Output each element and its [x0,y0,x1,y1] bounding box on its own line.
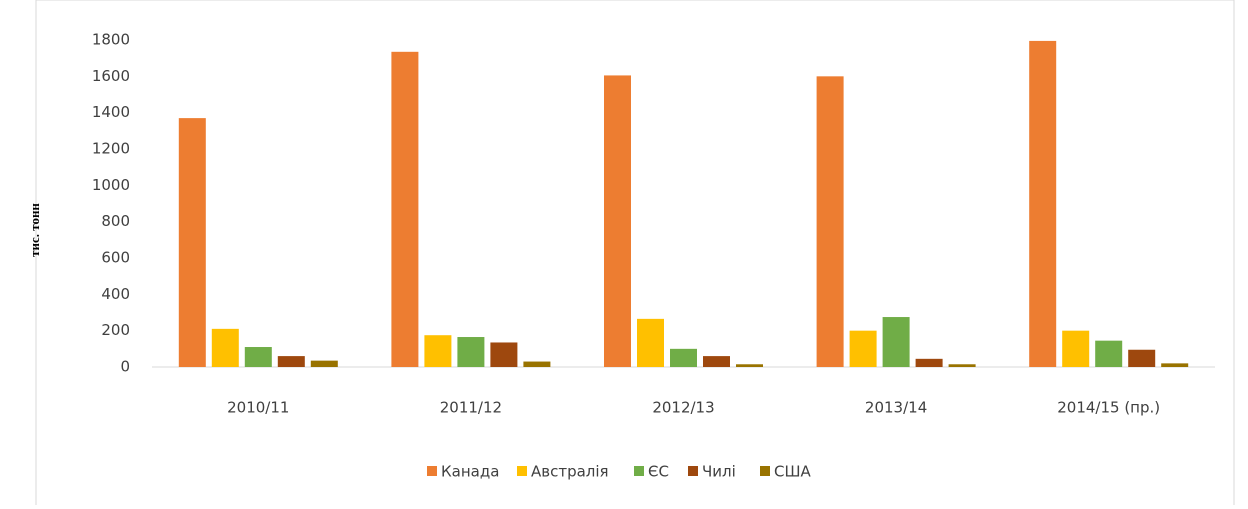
y-tick-label: 1400 [92,103,130,121]
bar [391,51,419,367]
bar [670,348,697,367]
legend-label: Австралія [531,463,609,481]
y-tick-label: 200 [101,321,130,339]
legend-label: США [774,463,812,481]
bar [1029,40,1057,368]
bar [703,356,730,367]
x-tick-label: 2010/11 [227,399,289,417]
legend-label: Канада [441,463,499,481]
y-tick-label: 1000 [92,176,130,194]
y-tick-label: 1800 [92,31,130,49]
y-tick-label: 800 [101,212,130,230]
bar [211,328,239,367]
bar [424,335,452,367]
y-tick-label: 400 [101,285,130,303]
bar [310,360,338,367]
bar [1128,349,1156,367]
bar [1161,363,1189,367]
legend-swatch [688,466,698,476]
x-tick-label: 2011/12 [440,399,502,417]
legend-swatch [517,466,527,476]
bar [490,342,518,367]
bar [457,337,485,367]
bar [1062,330,1090,367]
legend-label: Чилі [702,463,736,481]
bar [915,358,943,367]
bar [178,118,206,367]
x-tick-label: 2014/15 (пр.) [1057,399,1160,417]
legend-swatch [634,466,644,476]
x-tick-label: 2013/14 [865,399,927,417]
x-tick-label: 2012/13 [652,399,714,417]
chart-frame [35,0,1235,509]
y-tick-label: 600 [101,249,130,267]
legend-swatch [427,466,437,476]
y-axis-label: тис. тонн [27,203,42,257]
y-tick-label: 1200 [92,140,130,158]
bar [523,361,551,367]
bar [849,330,877,367]
y-tick-label: 1600 [92,67,130,85]
legend-label: ЄС [648,463,669,481]
bar [948,364,976,367]
bar [882,317,910,367]
bar [244,347,272,367]
bar [604,75,631,368]
legend-swatch [760,466,770,476]
bar [1095,340,1123,367]
bar [816,76,844,367]
y-tick-label: 0 [120,358,130,376]
bar [277,356,305,367]
bar [637,318,664,367]
bar [736,364,763,367]
